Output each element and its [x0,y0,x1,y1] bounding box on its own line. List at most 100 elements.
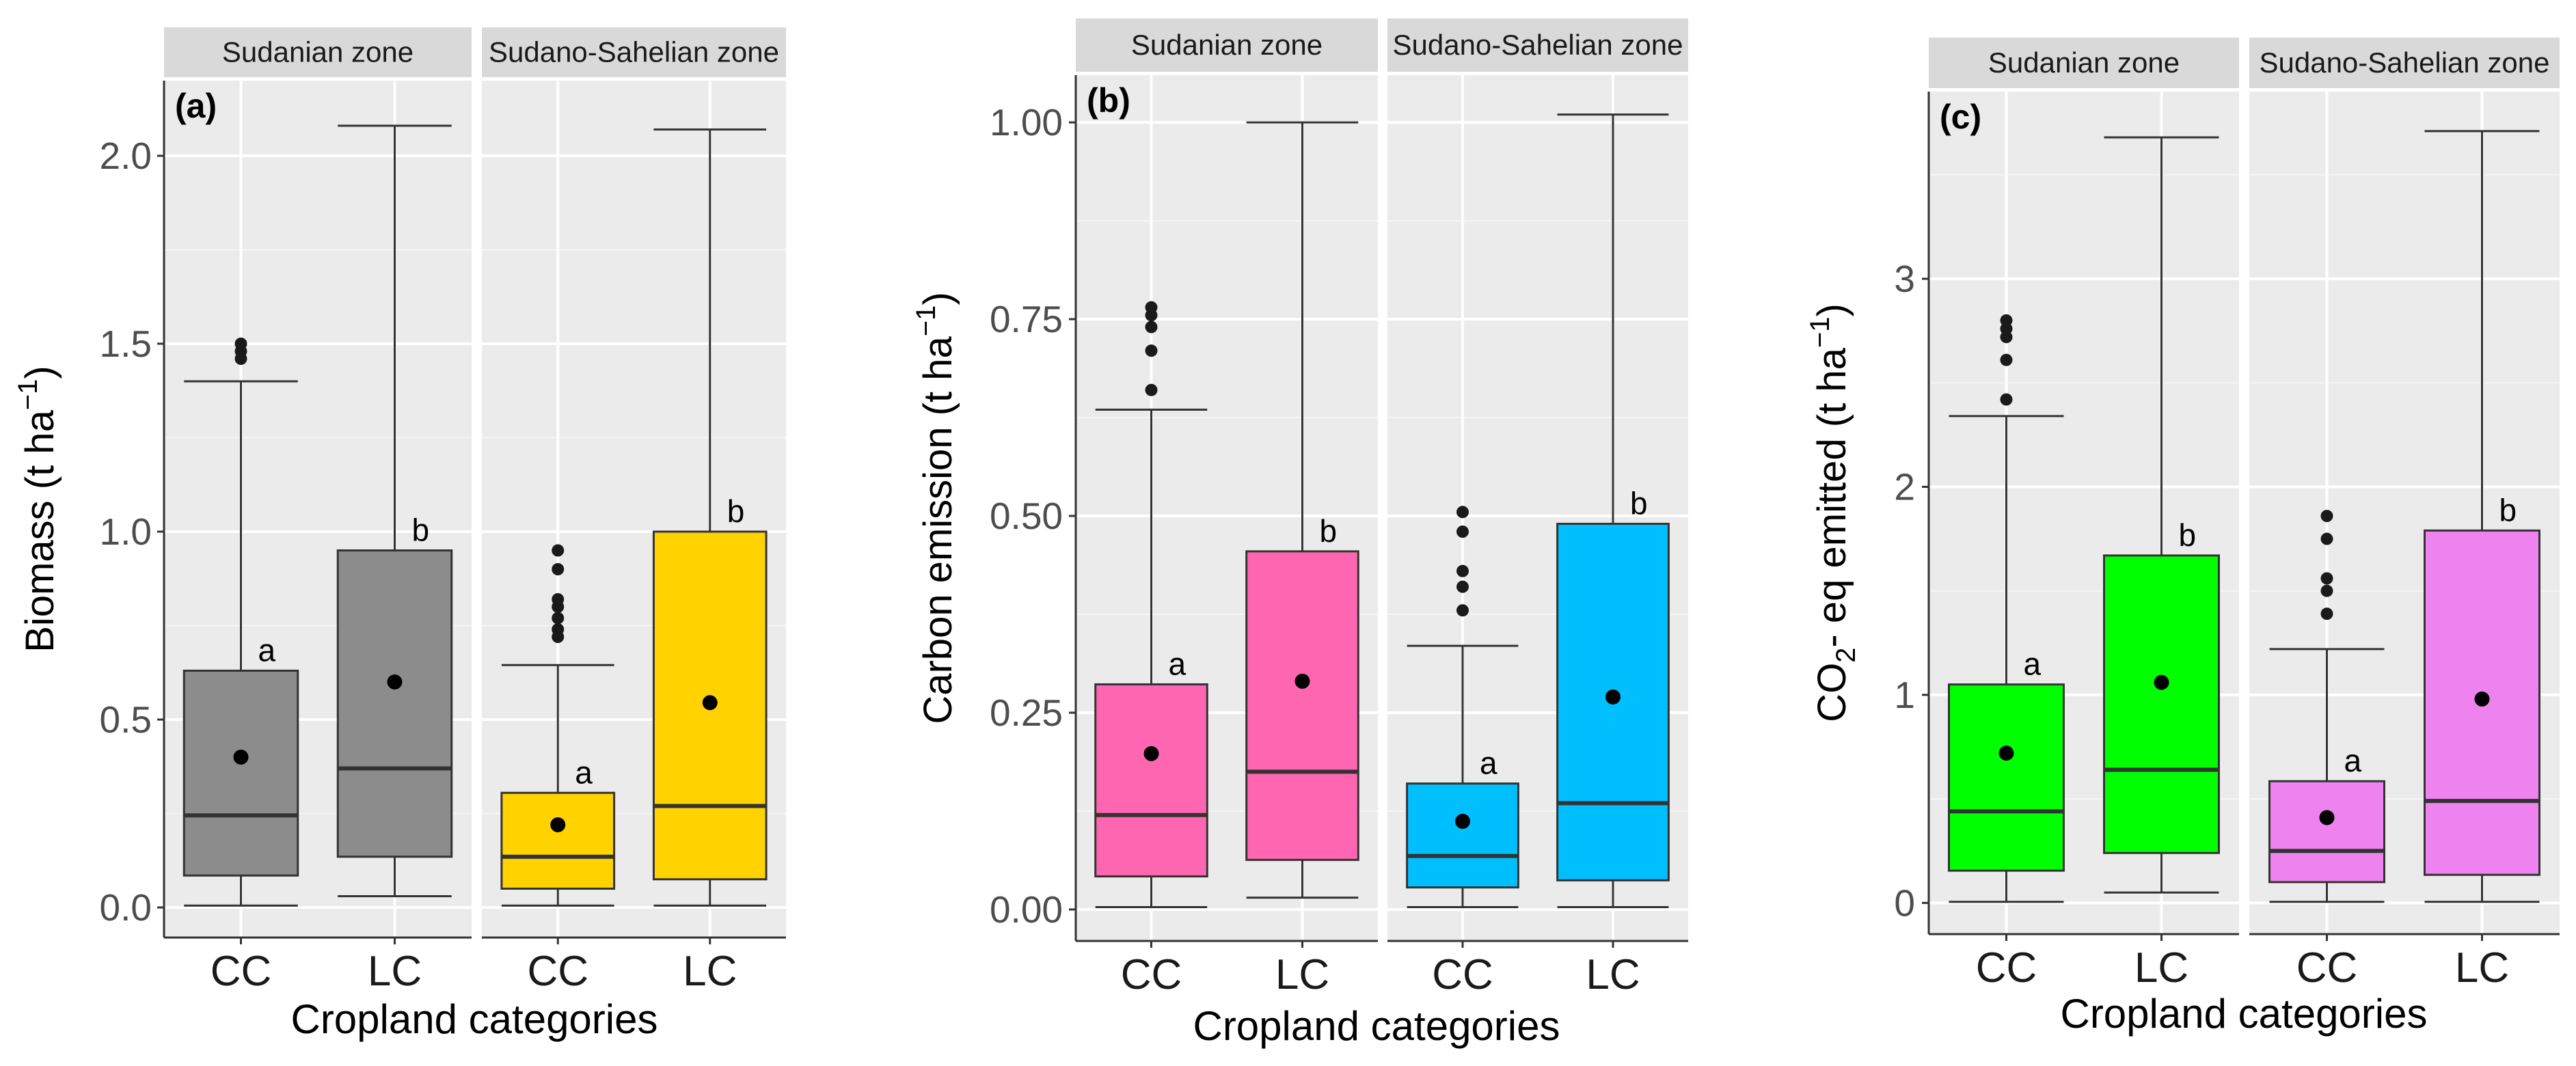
x-axis-title: Cropland categories [291,996,658,1042]
y-axis-title-part-sup: −1 [13,379,43,411]
outlier-point [1145,301,1158,314]
outlier-point [2320,532,2333,545]
facet-strip-label: Sudano-Sahelian zone [1392,29,1683,61]
box-lc: b LC [2424,130,2540,992]
significance-letter: a [1480,746,1497,781]
y-axis-title-part-main: Carbon emission (t ha [916,336,960,724]
facet-strip-label: Sudanian zone [1131,29,1323,61]
box-cc: a CC [500,544,616,995]
facet-sudano-sahelian: Sudano-Sahelian zone a CC b LC [2249,38,2560,992]
x-tick-label: CC [527,948,588,995]
outlier-point [552,544,565,557]
mean-point [702,695,718,711]
outlier-point [552,623,565,636]
y-tick-label: 0.25 [990,692,1063,734]
mean-point [1455,813,1470,829]
box-cc: a CC [2268,510,2385,992]
facet-strip-label: Sudano-Sahelian zone [489,36,779,68]
mean-point [2154,674,2169,690]
box-lc: b LC [1556,113,1670,998]
mean-point [387,674,403,689]
outlier-point [2320,584,2333,597]
significance-letter: b [412,512,430,548]
mean-point [2319,810,2335,825]
significance-letter: a [575,754,593,790]
box-lc: b LC [2103,136,2220,992]
x-axis-title: Cropland categories [1193,1003,1560,1049]
x-tick-label: LC [2134,944,2188,992]
outlier-point [234,338,247,350]
outlier-point [1145,383,1158,396]
significance-letter: b [727,493,745,529]
x-tick-label: LC [1586,951,1640,998]
mean-point [233,750,249,765]
facet-strip [1076,18,1378,72]
facet-strip-label: Sudanian zone [222,36,413,68]
facet-strip [2249,38,2560,88]
outlier-point [552,593,565,605]
facet-sudano-sahelian: Sudano-Sahelian zone a CC b LC [1387,18,1688,998]
x-tick-label: CC [211,948,272,995]
box-cc: a CC [1948,314,2065,992]
y-axis-title-part-main: CO [1810,663,1854,722]
panel-c: Sudanian zone a CC b LC Sudano-Sahelian zone a… [1805,38,2560,1037]
significance-letter: b [1630,486,1648,521]
significance-letter: b [2499,492,2517,528]
y-tick-label: 1.5 [100,323,152,365]
mean-point [550,817,566,832]
facet-sudano-sahelian: Sudano-Sahelian zone a CC b LC [482,27,786,995]
box-iqr [500,791,616,890]
panel-tag: (b) [1087,81,1130,120]
mean-point [1294,673,1310,689]
y-axis-title: Biomass (t ha−1) [13,366,62,653]
x-tick-label: CC [1121,951,1182,998]
facet-strip [482,27,786,77]
box-iqr [2103,554,2220,854]
outlier-point [552,563,565,575]
y-tick-label: 1.00 [990,101,1063,144]
box-cc: a CC [182,338,299,995]
panel-tag: (a) [175,87,217,125]
facet-strip [1387,18,1688,72]
significance-letter: b [2179,517,2197,553]
facet-sudanian: Sudanian zone a CC b LC [1076,18,1378,998]
box-iqr [336,549,453,858]
y-tick-label: 1 [1894,674,1915,716]
panel-tag: (c) [1940,98,1981,136]
x-tick-label: LC [1275,951,1329,998]
outlier-point [2000,393,2013,406]
y-axis-title-part-tail2: ) [1810,303,1854,316]
outlier-point [1456,580,1469,593]
panel-a: Sudanian zone a CC b LC Sudano-Sahelian zone a… [13,27,786,1042]
mean-point [1998,746,2014,761]
y-tick-label: 0.0 [100,886,152,929]
box-iqr [1406,782,1519,889]
facet-sudanian: Sudanian zone a CC b LC [164,27,472,995]
outlier-point [1145,344,1158,357]
y-axis-title-part-tail: ) [18,366,62,379]
x-tick-label: LC [2455,944,2509,992]
y-tick-label: 2.0 [100,135,152,177]
outlier-point [1456,506,1469,519]
box-iqr [2268,780,2385,884]
outlier-point [1145,320,1158,333]
facet-strip-label: Sudanian zone [1988,46,2180,79]
y-tick-label: 2 [1894,465,1915,508]
box-cc: a CC [1406,506,1519,998]
y-tick-label: 3 [1894,258,1915,300]
box-iqr [1245,550,1359,861]
outlier-point [2000,314,2013,327]
significance-letter: a [1169,646,1187,682]
y-axis-title-part-tail: - eq emitted (t ha [1810,347,1854,647]
x-tick-label: CC [2296,944,2358,992]
y-axis-title-part-sup: −1 [1805,317,1835,348]
x-tick-label: LC [368,948,422,995]
y-tick-label: 0 [1894,882,1915,924]
mean-point [1605,689,1621,705]
significance-letter: a [2024,646,2042,682]
outlier-point [2320,607,2333,620]
y-axis-title: CO2- eq emitted (t ha−1) [1805,303,1861,722]
y-tick-label: 1.0 [100,510,152,553]
significance-letter: a [258,633,276,668]
